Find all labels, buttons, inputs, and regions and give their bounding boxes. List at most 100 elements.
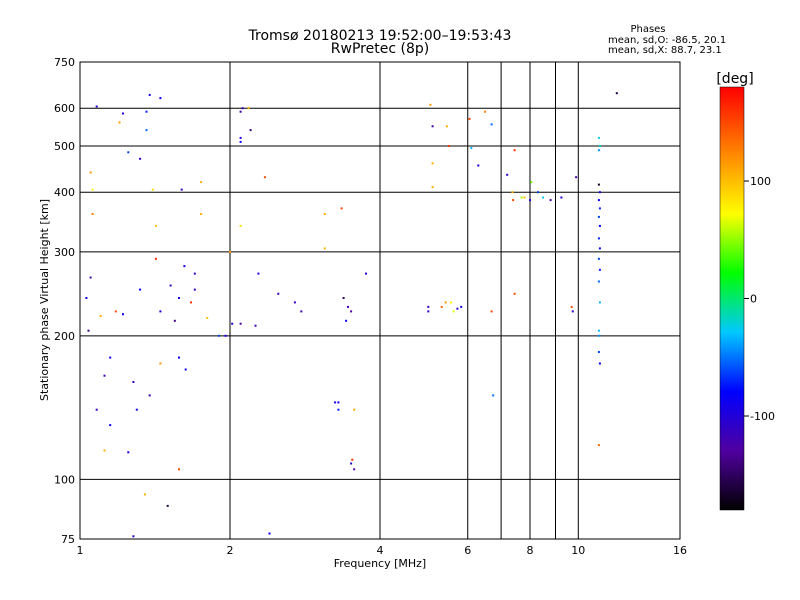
data-point — [598, 191, 601, 194]
x-tick-label: 8 — [527, 544, 534, 557]
data-point — [268, 532, 271, 535]
data-point — [257, 272, 260, 275]
data-point — [511, 191, 514, 194]
data-point — [429, 103, 432, 106]
data-point — [597, 149, 600, 152]
data-point — [178, 356, 180, 359]
data-point — [217, 334, 220, 337]
data-point — [468, 117, 471, 120]
data-point — [85, 297, 88, 299]
data-point — [427, 310, 430, 313]
data-point — [148, 93, 151, 96]
data-point — [477, 164, 480, 167]
data-point — [549, 199, 552, 202]
data-point — [109, 424, 112, 427]
data-point — [159, 310, 162, 313]
plot-frame — [79, 61, 681, 540]
colorbar-tick-label: 0 — [750, 293, 757, 306]
data-point — [350, 462, 353, 465]
data-point — [145, 110, 148, 113]
data-point — [193, 288, 196, 291]
x-tick-label: 6 — [464, 544, 471, 557]
data-point — [597, 351, 600, 353]
colorbar-tick-label: -100 — [750, 410, 775, 423]
colorbar — [719, 86, 745, 511]
data-point — [148, 394, 151, 397]
data-point — [570, 305, 573, 308]
data-point — [598, 247, 601, 250]
data-point — [247, 107, 250, 110]
data-point — [103, 374, 106, 377]
data-point — [529, 199, 531, 202]
data-point — [512, 199, 515, 202]
data-point — [241, 107, 244, 110]
data-point — [597, 237, 600, 240]
data-point — [490, 310, 493, 313]
data-point — [431, 186, 434, 189]
data-point — [200, 213, 203, 215]
x-tick-label: 4 — [377, 544, 384, 557]
data-point — [127, 151, 130, 154]
colorbar-label: [deg] — [716, 71, 753, 87]
data-point — [597, 329, 600, 332]
data-point — [239, 140, 242, 143]
data-point — [91, 188, 94, 191]
colorbar-ticks: 100 0 -100 — [744, 175, 775, 423]
data-point — [598, 301, 601, 304]
data-point — [239, 224, 242, 227]
data-point — [598, 334, 601, 337]
data-point — [537, 191, 539, 194]
data-point — [263, 176, 266, 179]
data-point — [178, 468, 180, 471]
data-point — [523, 196, 526, 199]
data-point — [542, 196, 545, 199]
data-point — [575, 176, 578, 179]
y-tick-label: 500 — [54, 140, 75, 153]
data-point — [447, 145, 450, 147]
y-tick-label: 300 — [54, 246, 75, 259]
data-point — [169, 284, 172, 287]
data-point — [239, 322, 242, 325]
data-point — [139, 157, 142, 160]
data-point — [139, 288, 142, 291]
data-point — [178, 297, 180, 299]
data-point — [470, 147, 473, 150]
data-point — [431, 162, 434, 165]
data-point — [145, 129, 148, 132]
data-point — [598, 224, 601, 227]
chart-subtitle: RwPretec (8p) — [331, 41, 429, 57]
data-point — [490, 123, 493, 126]
data-point — [444, 301, 447, 304]
data-point — [277, 292, 280, 295]
data-point — [89, 276, 92, 279]
y-tick-label: 200 — [54, 330, 75, 343]
data-point — [206, 317, 209, 319]
data-point — [452, 310, 455, 313]
data-point — [132, 535, 135, 538]
data-point — [229, 250, 231, 253]
data-point — [506, 173, 509, 176]
data-point — [135, 408, 138, 411]
data-point — [427, 305, 430, 308]
data-point — [530, 181, 533, 184]
x-axis-ticks: 1 2 4 6 8 10 16 — [77, 544, 688, 557]
data-point — [95, 408, 98, 411]
data-point — [350, 310, 353, 313]
data-point — [365, 272, 367, 275]
data-point — [597, 257, 600, 260]
y-tick-label: 75 — [61, 533, 75, 546]
data-point — [193, 272, 196, 275]
data-point — [598, 145, 601, 147]
data-point — [334, 401, 337, 404]
data-point — [337, 401, 340, 404]
data-point — [353, 468, 356, 471]
data-point — [597, 280, 600, 283]
data-point — [445, 125, 448, 128]
data-point — [353, 408, 356, 411]
data-point — [597, 215, 600, 218]
data-point — [597, 444, 600, 447]
data-point — [254, 324, 257, 327]
data-point — [89, 171, 92, 174]
data-point — [166, 504, 169, 507]
y-tick-label: 400 — [54, 186, 75, 199]
